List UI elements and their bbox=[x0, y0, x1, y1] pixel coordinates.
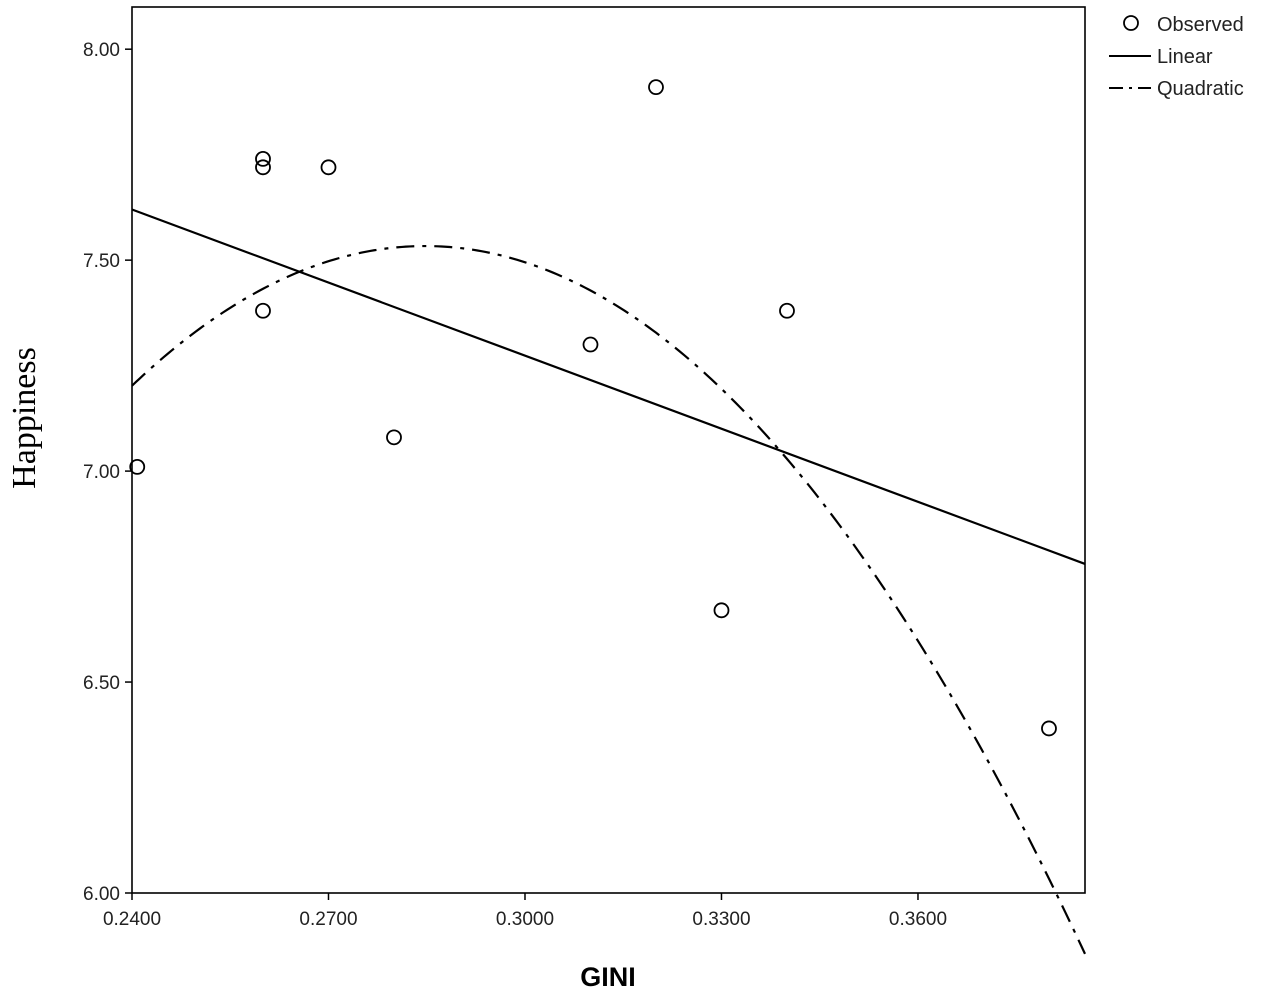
y-tick-label: 7.00 bbox=[83, 462, 120, 483]
linear-fit-line bbox=[131, 208, 1086, 565]
observed-point bbox=[386, 429, 402, 446]
x-tick-label: 0.2700 bbox=[299, 909, 357, 930]
legend-linear-label: Linear bbox=[1157, 46, 1213, 68]
observed-point bbox=[582, 336, 599, 353]
x-tick-label: 0.2400 bbox=[103, 909, 161, 930]
plot-area bbox=[131, 6, 1086, 894]
x-tick-label: 0.3300 bbox=[692, 909, 750, 930]
observed-point bbox=[255, 302, 271, 319]
observed-point bbox=[1041, 720, 1057, 737]
observed-point bbox=[713, 602, 730, 619]
legend-quadratic-label: Quadratic bbox=[1157, 78, 1244, 100]
quadratic-fit-curve bbox=[131, 244, 1086, 955]
series-layer bbox=[129, 79, 1086, 955]
observed-point bbox=[320, 159, 337, 176]
y-tick-label: 7.50 bbox=[83, 251, 120, 272]
legend: Observed Linear Quadratic bbox=[1109, 14, 1244, 100]
y-tick-label: 6.00 bbox=[83, 884, 120, 905]
x-axis-label: GINI bbox=[580, 962, 636, 992]
x-axis: 0.2400 0.2700 0.3000 0.3300 0.3600 bbox=[103, 893, 947, 930]
x-tick-label: 0.3000 bbox=[496, 909, 554, 930]
observed-point bbox=[129, 458, 146, 475]
y-tick-label: 6.50 bbox=[83, 673, 120, 694]
legend-observed-marker bbox=[1123, 15, 1139, 31]
observed-point bbox=[255, 150, 271, 167]
observed-point bbox=[255, 159, 271, 176]
y-axis: 6.00 6.50 7.00 7.50 8.00 bbox=[83, 40, 132, 905]
observed-point bbox=[779, 302, 795, 319]
x-tick-label: 0.3600 bbox=[889, 909, 947, 930]
y-tick-label: 8.00 bbox=[83, 40, 120, 61]
legend-observed-label: Observed bbox=[1157, 14, 1244, 36]
y-axis-label: Happiness bbox=[6, 347, 43, 489]
plot-frame bbox=[131, 6, 1086, 894]
observed-point bbox=[648, 79, 664, 96]
